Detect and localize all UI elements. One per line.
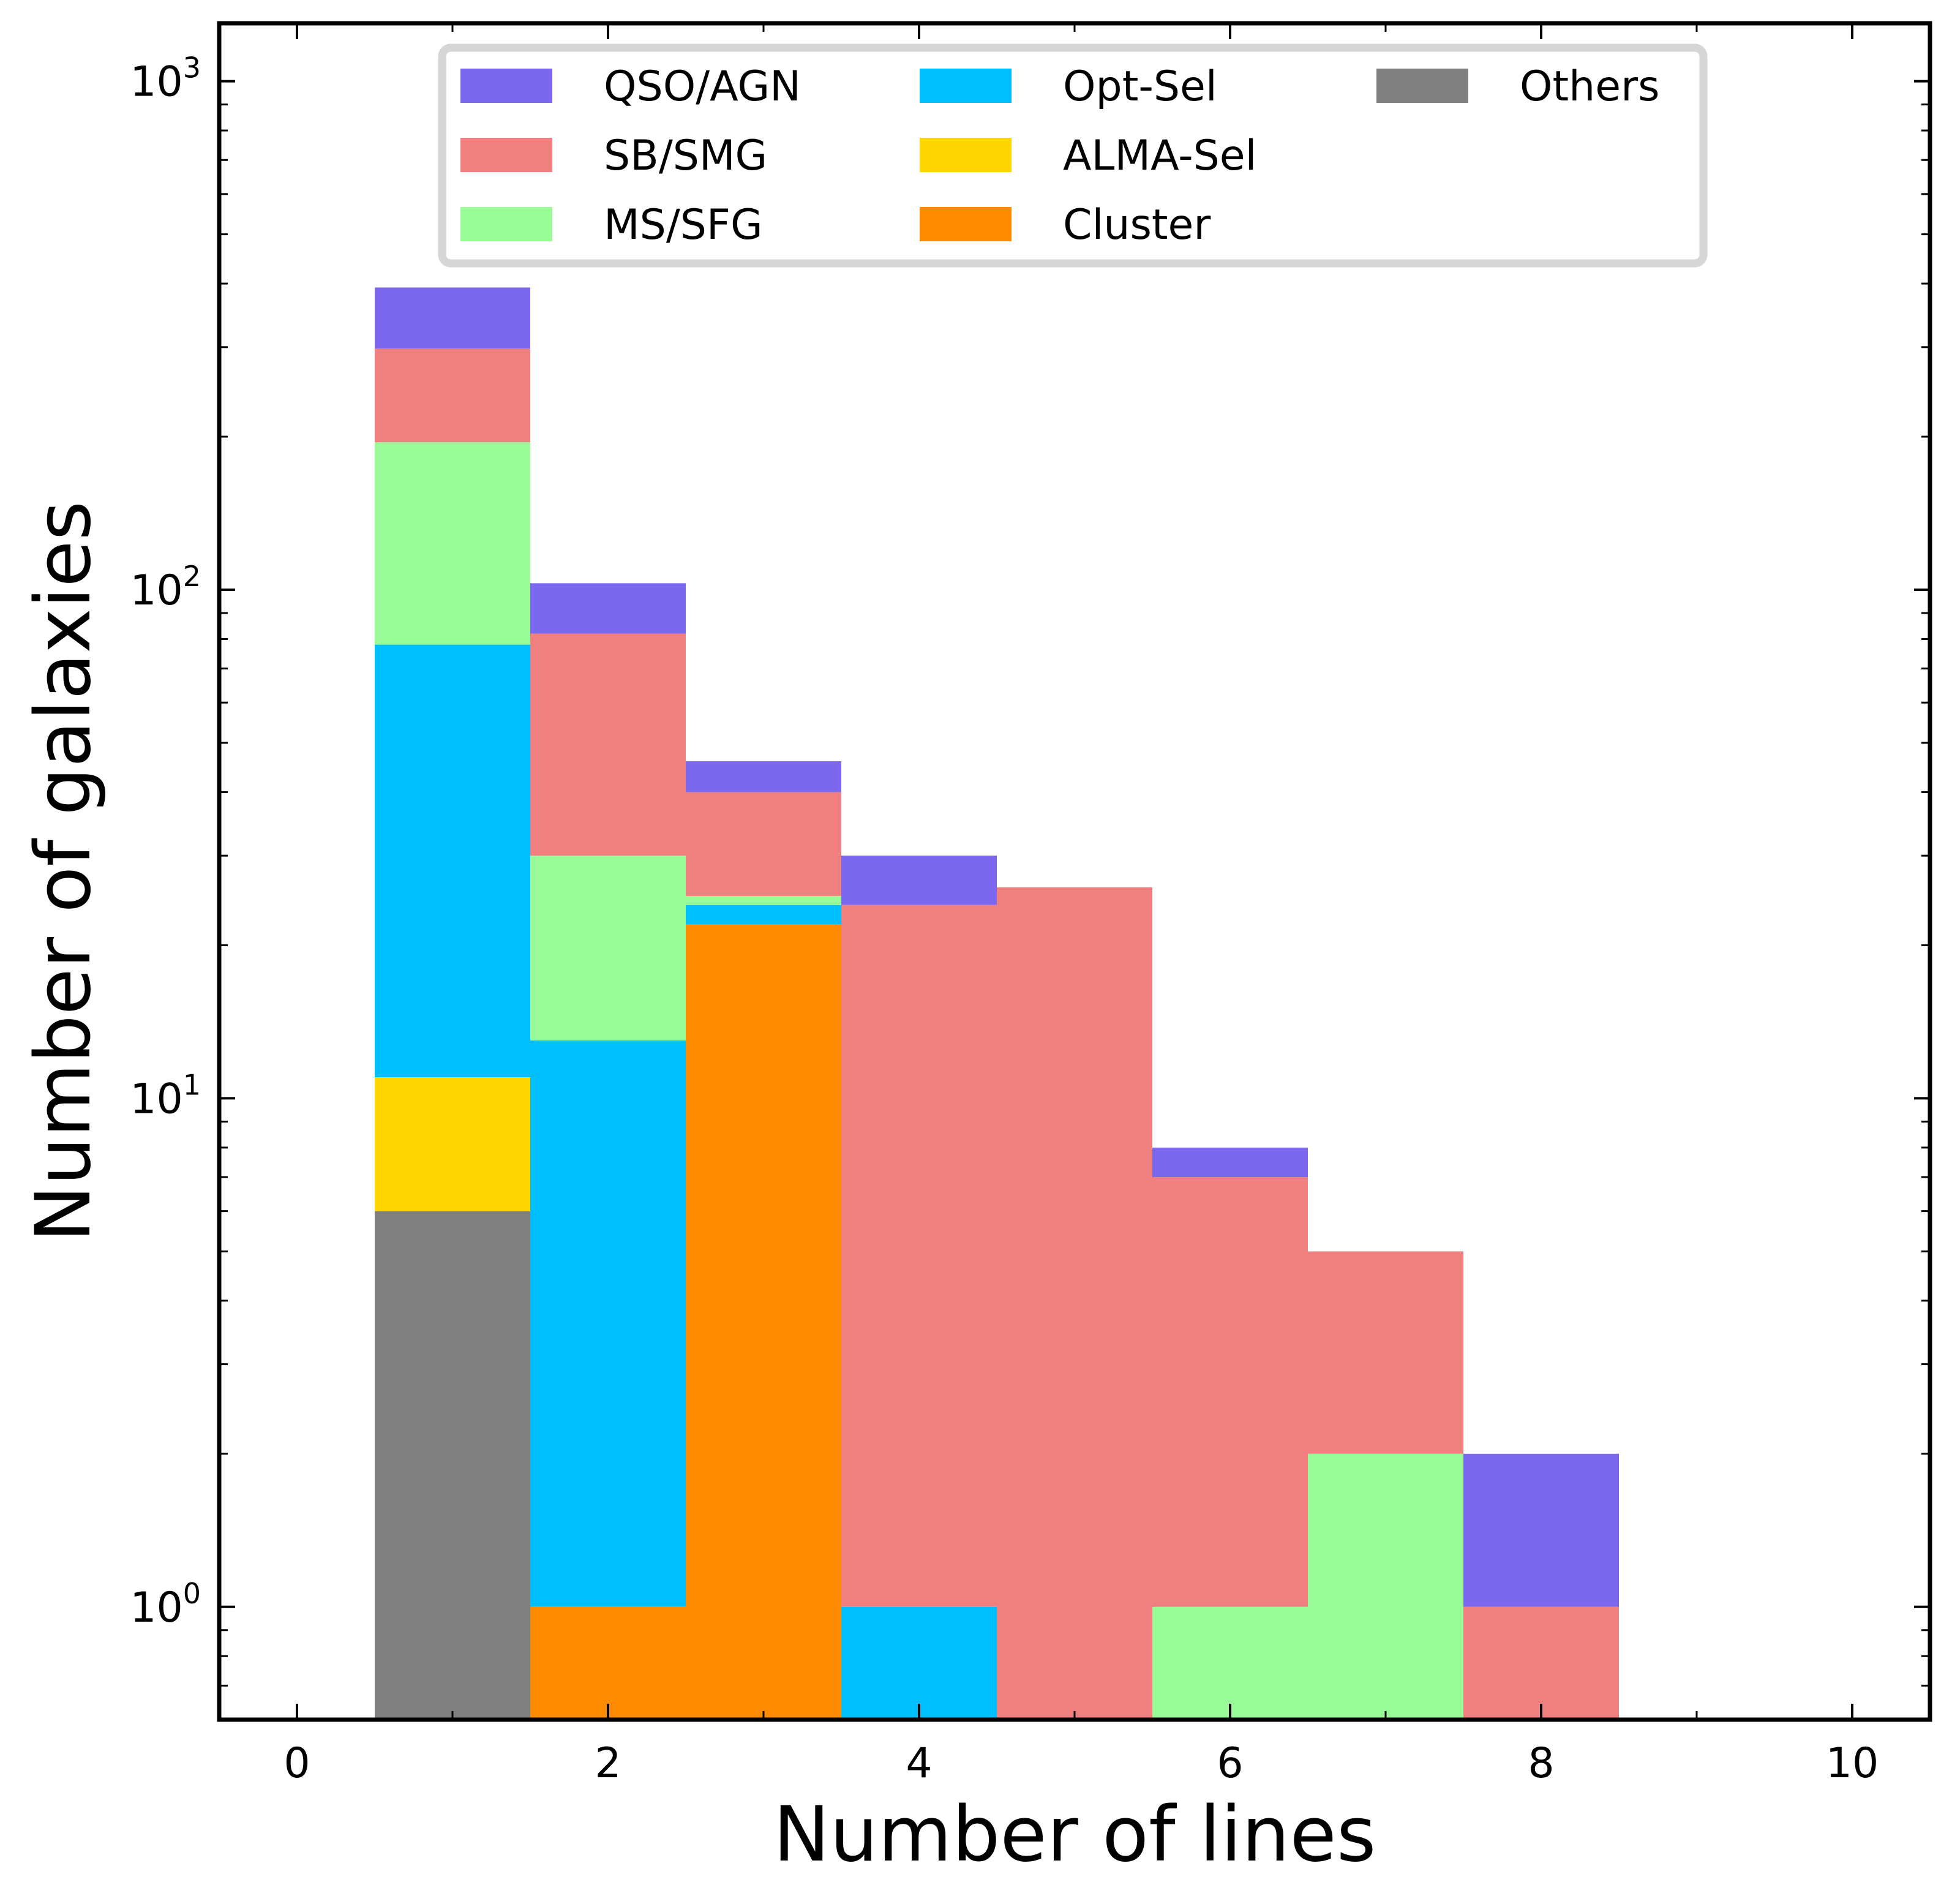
bar-ms-sfg-bin-6 [1152,1606,1308,1720]
bar-ms-sfg-bin-3 [686,895,841,905]
bar-qso-agn-bin-1 [375,287,530,349]
y-tick-label: 101 [130,1068,201,1123]
legend-entry-ms-sfg: MS/SFG [460,201,763,249]
legend-label: QSO/AGN [604,62,801,111]
x-tick-label: 8 [1528,1739,1554,1788]
x-tick-label: 4 [906,1739,932,1788]
legend-entry-opt-sel: Opt-Sel [920,62,1217,111]
x-tick-label: 2 [595,1739,621,1788]
legend-entry-cluster: Cluster [920,201,1211,249]
bar-ms-sfg-bin-2 [530,856,686,1040]
legend-label: Others [1520,62,1660,111]
bar-sb-smg-bin-4 [841,905,997,1607]
bar-ms-sfg-bin-1 [375,442,530,645]
legend-label: Opt-Sel [1063,62,1217,111]
bar-qso-agn-bin-6 [1152,1147,1308,1178]
legend-entry-others: Others [1376,62,1660,111]
legend-label: MS/SFG [604,201,763,249]
bar-alma-sel-bin-1 [375,1077,530,1211]
legend-entry-alma-sel: ALMA-Sel [920,132,1257,180]
bar-sb-smg-bin-1 [375,348,530,443]
x-tick-label: 6 [1217,1739,1243,1788]
bar-opt-sel-bin-4 [841,1606,997,1720]
x-tick-label: 0 [283,1739,310,1788]
bar-others-bin-1 [375,1211,530,1720]
y-tick-label: 103 [130,51,201,107]
bar-sb-smg-bin-5 [997,887,1152,1720]
legend-label: Cluster [1063,201,1211,249]
bar-qso-agn-bin-4 [841,856,997,905]
bar-sb-smg-bin-3 [686,792,841,896]
legend-swatch [920,69,1012,103]
legend-swatch [1376,69,1468,103]
tick-labels-group: 0 2 4 6 8 10 100 101 102 103 [130,51,1879,1788]
x-tick-label: 10 [1826,1739,1879,1788]
bar-qso-agn-bin-3 [686,761,841,792]
bar-ms-sfg-bin-7 [1308,1453,1463,1720]
legend-swatch [460,138,552,172]
bar-opt-sel-bin-2 [530,1040,686,1607]
x-axis-title: Number of lines [773,1791,1376,1879]
bar-opt-sel-bin-1 [375,644,530,1078]
legend-swatch [460,207,552,241]
legend-swatch [920,138,1012,172]
y-tick-label: 100 [130,1577,201,1632]
bar-sb-smg-bin-2 [530,633,686,856]
legend-label: SB/SMG [604,132,767,180]
y-tick-label: 102 [130,560,201,615]
legend: QSO/AGN SB/SMG MS/SFG Opt-Sel ALMA-Sel Cluste… [438,43,1708,268]
bar-opt-sel-bin-3 [686,905,841,925]
bar-qso-agn-bin-2 [530,583,686,634]
legend-entry-sb-smg: SB/SMG [460,132,767,180]
bar-sb-smg-bin-6 [1152,1177,1308,1607]
bar-cluster-bin-2 [530,1606,686,1720]
bar-sb-smg-bin-7 [1308,1251,1463,1454]
plot-frame [217,21,1932,1722]
bars-group [375,287,1619,1720]
legend-swatch [460,69,552,103]
legend-swatch [920,207,1012,241]
bar-cluster-bin-3 [686,924,841,1720]
bar-sb-smg-bin-8 [1463,1606,1619,1720]
legend-entry-qso-agn: QSO/AGN [460,62,801,111]
bar-qso-agn-bin-8 [1463,1453,1619,1607]
y-axis-title: Number of galaxies [20,501,108,1242]
legend-label: ALMA-Sel [1063,132,1257,180]
